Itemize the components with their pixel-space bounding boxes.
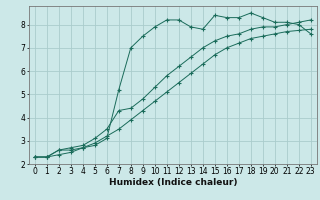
X-axis label: Humidex (Indice chaleur): Humidex (Indice chaleur) (108, 178, 237, 187)
